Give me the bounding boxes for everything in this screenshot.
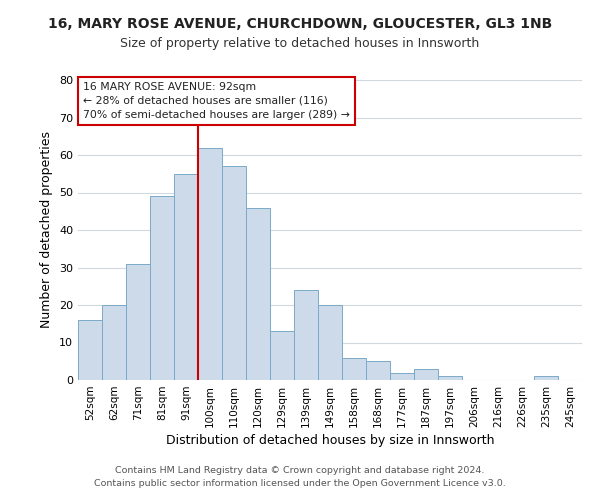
Bar — [294, 290, 318, 380]
Bar — [390, 372, 414, 380]
Bar — [78, 320, 102, 380]
Bar — [222, 166, 246, 380]
Y-axis label: Number of detached properties: Number of detached properties — [40, 132, 53, 328]
Text: 16, MARY ROSE AVENUE, CHURCHDOWN, GLOUCESTER, GL3 1NB: 16, MARY ROSE AVENUE, CHURCHDOWN, GLOUCE… — [48, 18, 552, 32]
Bar — [150, 196, 174, 380]
Bar — [342, 358, 366, 380]
X-axis label: Distribution of detached houses by size in Innsworth: Distribution of detached houses by size … — [166, 434, 494, 447]
Bar — [198, 148, 222, 380]
Text: 16 MARY ROSE AVENUE: 92sqm
← 28% of detached houses are smaller (116)
70% of sem: 16 MARY ROSE AVENUE: 92sqm ← 28% of deta… — [83, 82, 350, 120]
Bar — [534, 376, 558, 380]
Bar — [246, 208, 270, 380]
Bar — [414, 369, 438, 380]
Text: Contains HM Land Registry data © Crown copyright and database right 2024.
Contai: Contains HM Land Registry data © Crown c… — [94, 466, 506, 487]
Text: Size of property relative to detached houses in Innsworth: Size of property relative to detached ho… — [121, 38, 479, 51]
Bar — [318, 305, 342, 380]
Bar — [438, 376, 462, 380]
Bar — [102, 305, 126, 380]
Bar — [366, 361, 390, 380]
Bar — [126, 264, 150, 380]
Bar — [270, 331, 294, 380]
Bar — [174, 174, 198, 380]
